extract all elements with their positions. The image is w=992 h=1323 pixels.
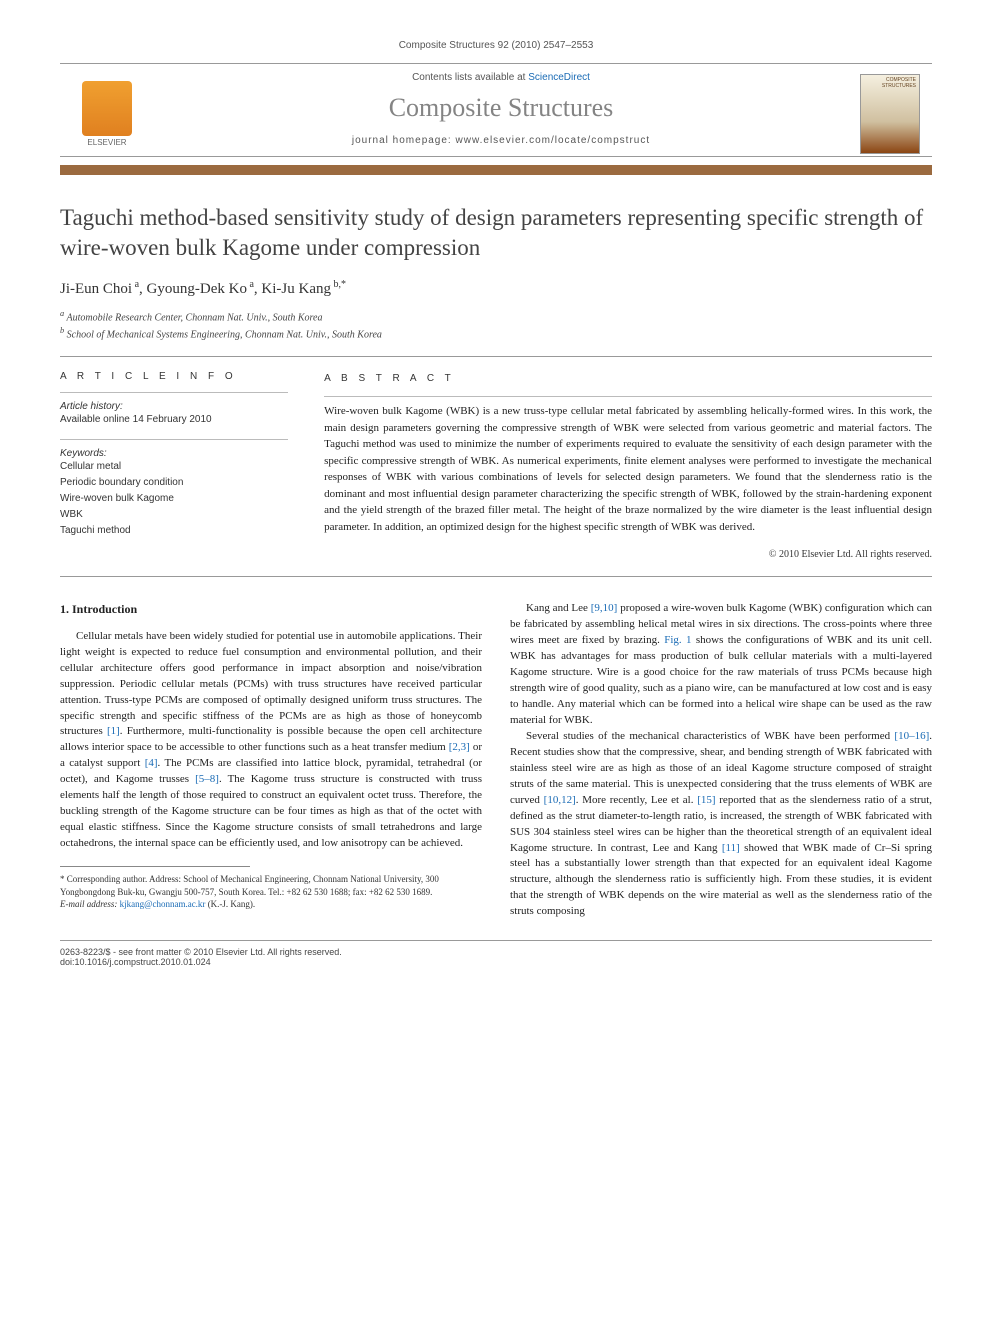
article-info-panel: A R T I C L E I N F O Article history: A… (60, 357, 304, 576)
left-column: 1. Introduction Cellular metals have bee… (60, 601, 482, 920)
ref-link[interactable]: [9,10] (591, 602, 618, 614)
email-link[interactable]: kjkang@chonnam.ac.kr (120, 899, 206, 909)
intro-paragraph-2: Kang and Lee [9,10] proposed a wire-wove… (510, 601, 932, 729)
journal-header: ELSEVIER Contents lists available at Sci… (60, 63, 932, 157)
issn-line: 0263-8223/$ - see front matter © 2010 El… (60, 947, 932, 957)
abstract-text: Wire-woven bulk Kagome (WBK) is a new tr… (324, 403, 932, 535)
history-label: Article history: (60, 401, 288, 412)
keyword: Taguchi method (60, 523, 288, 539)
info-abstract-block: A R T I C L E I N F O Article history: A… (60, 356, 932, 577)
cover-label: COMPOSITE STRUCTURES (861, 78, 916, 89)
ref-link[interactable]: [10,12] (544, 794, 576, 806)
doi-line: doi:10.1016/j.compstruct.2010.01.024 (60, 957, 932, 967)
author-list: Ji-Eun Choi a, Gyoung-Dek Ko a, Ki-Ju Ka… (60, 279, 932, 298)
keyword: Wire-woven bulk Kagome (60, 491, 288, 507)
email-footnote: E-mail address: kjkang@chonnam.ac.kr (K.… (60, 898, 482, 911)
ref-link[interactable]: [11] (722, 842, 740, 854)
history-text: Available online 14 February 2010 (60, 412, 288, 427)
article-info-label: A R T I C L E I N F O (60, 371, 288, 382)
author-3-affil: b,* (331, 279, 346, 290)
affiliation-a: a Automobile Research Center, Chonnam Na… (60, 308, 932, 325)
author-2: Gyoung-Dek Ko (147, 281, 247, 297)
ref-link[interactable]: [10–16] (894, 730, 929, 742)
accent-bar (60, 165, 932, 175)
corresponding-author-footnote: * Corresponding author. Address: School … (60, 873, 482, 898)
keyword: WBK (60, 507, 288, 523)
section-1-heading: 1. Introduction (60, 601, 482, 618)
abstract-panel: A B S T R A C T Wire-woven bulk Kagome (… (304, 357, 932, 576)
intro-paragraph-1: Cellular metals have been widely studied… (60, 629, 482, 852)
ref-link[interactable]: [4] (145, 757, 158, 769)
journal-cover-thumbnail: COMPOSITE STRUCTURES (860, 74, 920, 154)
keyword: Periodic boundary condition (60, 475, 288, 491)
right-column: Kang and Lee [9,10] proposed a wire-wove… (510, 601, 932, 920)
elsevier-tree-icon (82, 81, 132, 136)
journal-reference: Composite Structures 92 (2010) 2547–2553 (60, 40, 932, 51)
footnote-separator (60, 866, 250, 867)
email-suffix: (K.-J. Kang). (205, 899, 255, 909)
email-label: E-mail address: (60, 899, 120, 909)
publisher-name: ELSEVIER (87, 138, 126, 147)
intro-paragraph-3: Several studies of the mechanical charac… (510, 729, 932, 920)
keyword: Cellular metal (60, 459, 288, 475)
homepage-url[interactable]: www.elsevier.com/locate/compstruct (456, 135, 651, 146)
page-footer: 0263-8223/$ - see front matter © 2010 El… (60, 940, 932, 967)
sciencedirect-link[interactable]: ScienceDirect (528, 72, 590, 83)
contents-prefix: Contents lists available at (412, 72, 528, 83)
ref-link[interactable]: [5–8] (195, 773, 219, 785)
article-title: Taguchi method-based sensitivity study o… (60, 203, 932, 263)
ref-link[interactable]: [15] (697, 794, 715, 806)
author-1-affil: a (132, 279, 139, 290)
abstract-copyright: © 2010 Elsevier Ltd. All rights reserved… (324, 547, 932, 562)
contents-available-line: Contents lists available at ScienceDirec… (142, 72, 860, 83)
author-3: Ki-Ju Kang (261, 281, 331, 297)
author-1: Ji-Eun Choi (60, 281, 132, 297)
journal-name: Composite Structures (142, 93, 860, 123)
body-columns: 1. Introduction Cellular metals have bee… (60, 601, 932, 920)
corr-label: * Corresponding author. Address: (60, 874, 183, 884)
elsevier-logo: ELSEVIER (72, 74, 142, 154)
figure-link[interactable]: Fig. 1 (664, 634, 691, 646)
ref-link[interactable]: [1] (107, 725, 120, 737)
ref-link[interactable]: [2,3] (449, 741, 470, 753)
author-2-affil: a (247, 279, 254, 290)
abstract-label: A B S T R A C T (324, 371, 932, 386)
affiliations: a Automobile Research Center, Chonnam Na… (60, 308, 932, 343)
journal-homepage-line: journal homepage: www.elsevier.com/locat… (142, 135, 860, 156)
keywords-label: Keywords: (60, 448, 288, 459)
affiliation-b: b School of Mechanical Systems Engineeri… (60, 325, 932, 342)
keywords-list: Cellular metal Periodic boundary conditi… (60, 459, 288, 539)
homepage-prefix: journal homepage: (352, 135, 456, 146)
